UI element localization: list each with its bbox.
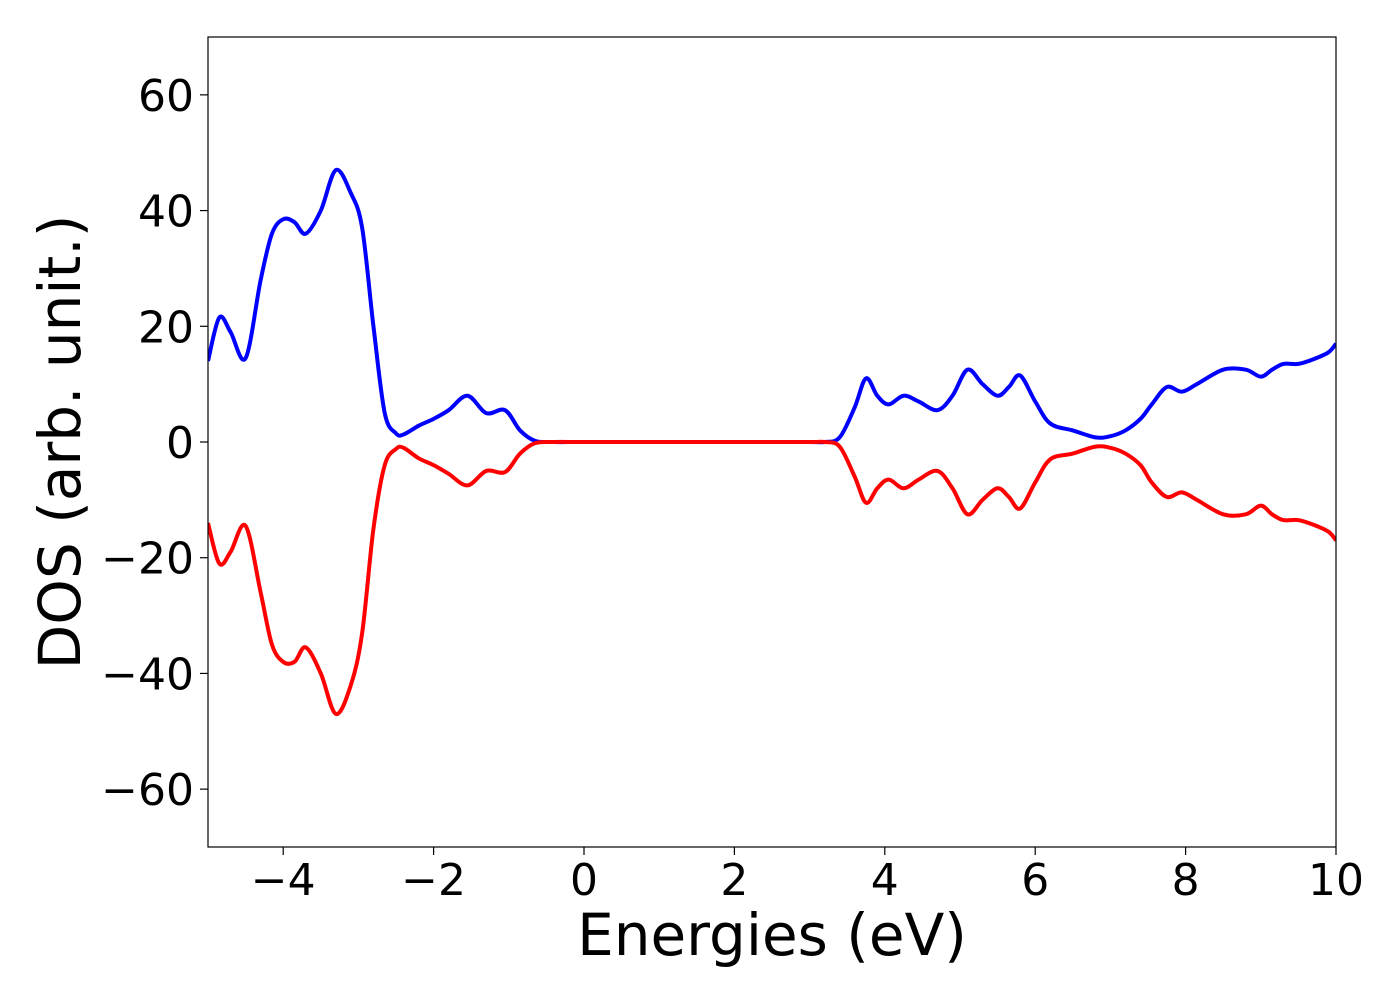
plot-area [208,167,1336,716]
x-tick-label: −2 [401,855,466,906]
y-tick-label: −40 [101,649,194,700]
x-tick-label: 6 [1021,855,1049,906]
y-tick-label: 60 [138,71,194,122]
x-tick-label: 8 [1172,855,1200,906]
x-axis-label: Energies (eV) [577,901,967,969]
y-tick-label: 0 [166,418,194,469]
y-axis-label: DOS (arb. unit.) [26,215,94,670]
x-tick-label: 10 [1308,855,1364,906]
dos-line [208,439,1336,716]
x-tick-label: −4 [251,855,316,906]
x-tick-label: 2 [720,855,748,906]
y-tick-label: −20 [101,534,194,585]
y-tick-label: −60 [101,765,194,816]
y-tick-label: 40 [138,187,194,238]
x-tick-label: 4 [871,855,899,906]
dos-line [208,167,1336,445]
x-tick-label: 0 [570,855,598,906]
y-tick-label: 20 [138,302,194,353]
